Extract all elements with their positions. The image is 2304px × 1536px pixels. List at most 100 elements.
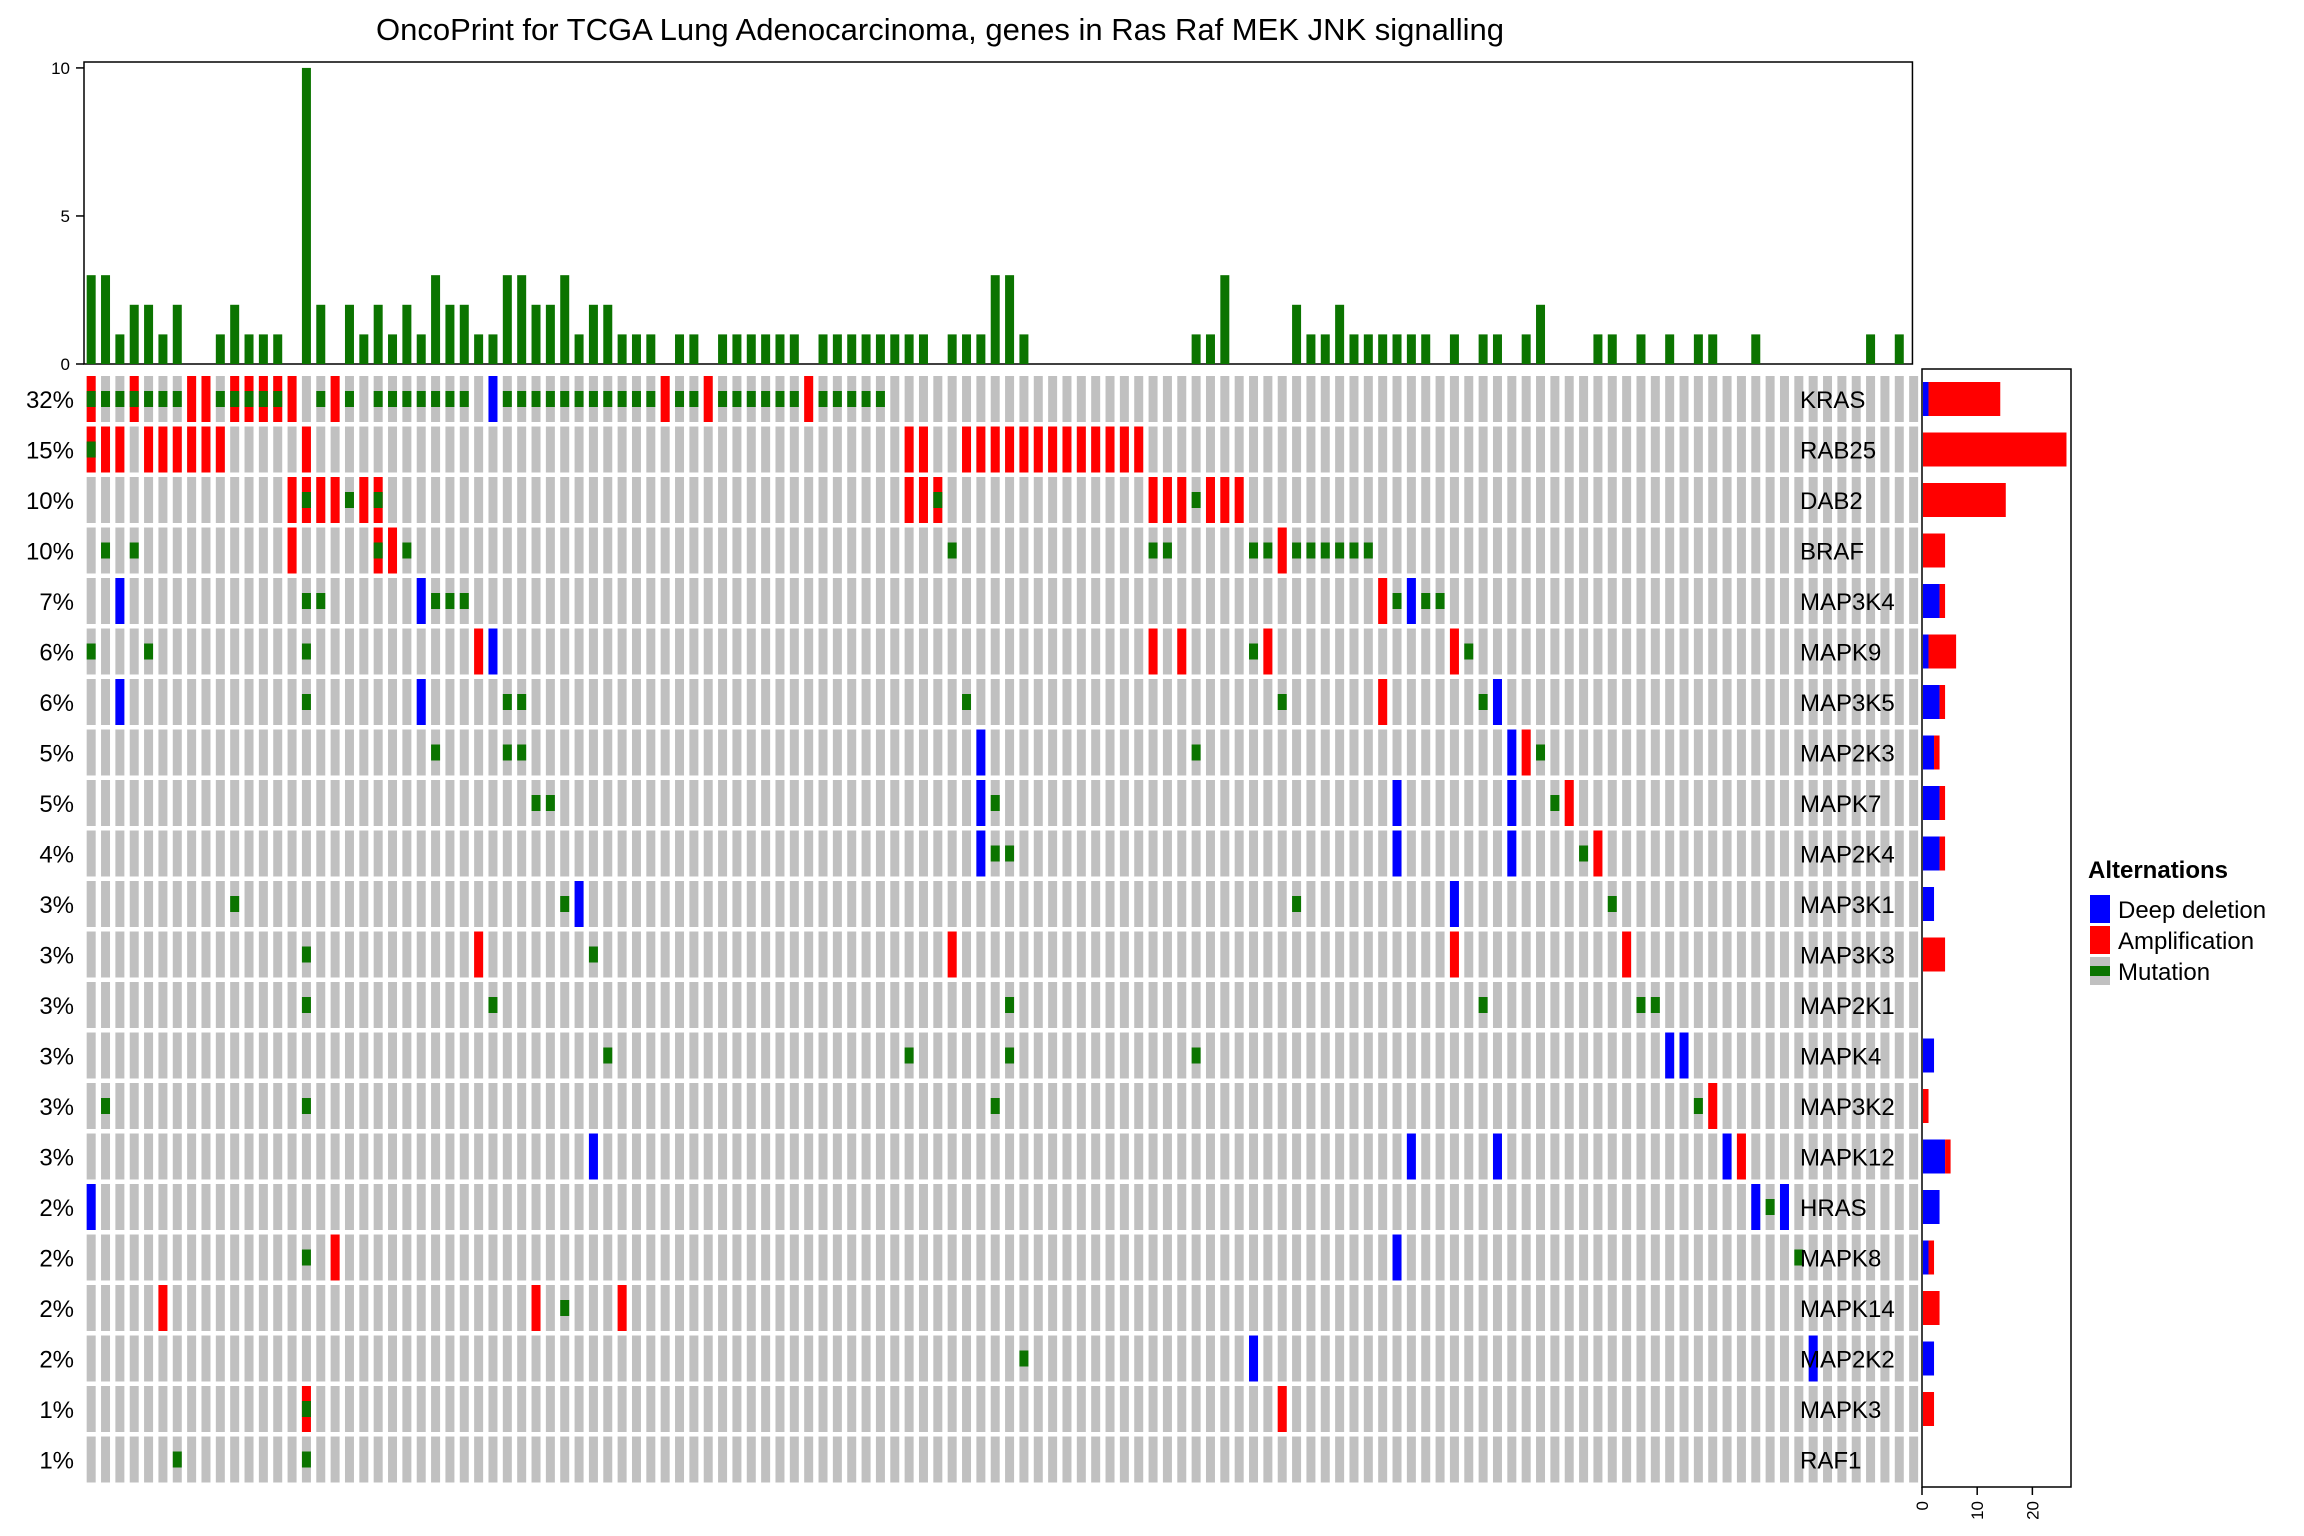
sample-cell	[1593, 931, 1603, 978]
sample-cell	[789, 1285, 799, 1331]
sample-cell	[359, 527, 369, 574]
sample-cell	[1033, 578, 1043, 624]
sample-cell	[129, 578, 139, 624]
sample-cell	[976, 1335, 986, 1382]
sample-cell	[172, 1032, 182, 1079]
sample-cell	[1162, 628, 1172, 675]
mutation-mark	[301, 694, 311, 710]
sample-cell	[273, 931, 283, 978]
sample-cell	[402, 1335, 412, 1382]
sample-cell	[1650, 426, 1660, 473]
sample-cell	[675, 1083, 685, 1129]
mutation-mark	[1478, 694, 1488, 710]
sample-cell	[574, 477, 584, 523]
sample-cell	[1492, 729, 1502, 776]
sample-cell	[1263, 1335, 1273, 1382]
sample-cell	[1607, 931, 1617, 978]
sample-cell	[1607, 982, 1617, 1028]
sample-cell	[330, 830, 340, 877]
sample-cell	[976, 1285, 986, 1331]
sample-cell	[144, 1436, 154, 1483]
sample-cell	[861, 881, 871, 927]
sample-cell	[1363, 679, 1373, 725]
gene-name-label: MAP3K3	[1800, 943, 1895, 970]
sample-cell	[1823, 780, 1833, 826]
sample-cell	[861, 1285, 871, 1331]
sample-cell	[990, 376, 1000, 422]
sample-cell	[1751, 1083, 1761, 1129]
sample-cell	[775, 679, 785, 725]
sample-cell	[187, 578, 197, 624]
sample-cell	[388, 1436, 398, 1483]
sample-cell	[1048, 1436, 1058, 1483]
sample-cell	[1105, 376, 1115, 422]
top-bar	[1751, 334, 1761, 364]
sample-cell	[904, 1234, 914, 1281]
sample-cell	[388, 729, 398, 776]
sample-cell	[1765, 931, 1775, 978]
sample-cell	[1335, 1335, 1345, 1382]
sample-cell	[488, 881, 498, 927]
sample-cell	[1048, 1234, 1058, 1281]
sample-cell	[1536, 1032, 1546, 1079]
sample-cell	[990, 931, 1000, 978]
mutation-mark	[1292, 896, 1302, 912]
sample-cell	[1650, 1436, 1660, 1483]
sample-cell	[344, 982, 354, 1028]
sample-cell	[517, 780, 527, 826]
sample-cell	[1019, 477, 1029, 523]
sample-cell	[804, 780, 814, 826]
sample-cell	[1363, 1184, 1373, 1230]
amplification-mark	[1378, 679, 1388, 725]
sample-cell	[1277, 578, 1287, 624]
sample-cell	[287, 628, 297, 675]
sample-cell	[1091, 1335, 1101, 1382]
sample-cell	[144, 679, 154, 725]
sample-cell	[258, 1032, 268, 1079]
sample-cell	[1722, 477, 1732, 523]
sample-cell	[187, 1032, 197, 1079]
sample-cell	[459, 1335, 469, 1382]
deep-deletion-mark	[1507, 830, 1517, 877]
sample-cell	[1478, 1285, 1488, 1331]
sample-cell	[904, 1436, 914, 1483]
sample-cell	[531, 527, 541, 574]
sample-cell	[746, 931, 756, 978]
sample-cell	[1665, 376, 1675, 422]
sample-cell	[875, 477, 885, 523]
sample-cell	[1421, 679, 1431, 725]
sample-cell	[660, 1285, 670, 1331]
sample-cell	[1335, 1386, 1345, 1432]
sample-cell	[187, 1184, 197, 1230]
sample-cell	[1636, 1083, 1646, 1129]
sample-cell	[560, 729, 570, 776]
sample-cell	[617, 628, 627, 675]
sample-cell	[1837, 1133, 1847, 1180]
sample-cell	[158, 931, 168, 978]
deep-deletion-mark	[1449, 881, 1459, 927]
sample-cell	[344, 881, 354, 927]
mutation-mark	[832, 391, 842, 407]
sample-cell	[1909, 729, 1919, 776]
sample-cell	[1220, 1285, 1230, 1331]
sample-cell	[215, 527, 225, 574]
sample-cell	[115, 931, 125, 978]
sample-cell	[1679, 1184, 1689, 1230]
sample-cell	[1048, 628, 1058, 675]
sample-cell	[732, 578, 742, 624]
sample-cell	[244, 477, 254, 523]
sample-cell	[1464, 1285, 1474, 1331]
sample-cell	[646, 477, 656, 523]
sample-cell	[789, 1184, 799, 1230]
amplification-mark	[172, 426, 182, 473]
sample-cell	[1880, 1285, 1890, 1331]
amplification-mark	[1593, 830, 1603, 877]
sample-cell	[1005, 477, 1015, 523]
gene-row: 3% MAP3K1	[39, 881, 1919, 927]
sample-cell	[861, 628, 871, 675]
sample-cell	[818, 527, 828, 574]
sample-cell	[531, 578, 541, 624]
sample-cell	[746, 527, 756, 574]
sample-cell	[129, 1436, 139, 1483]
sample-cell	[1091, 527, 1101, 574]
